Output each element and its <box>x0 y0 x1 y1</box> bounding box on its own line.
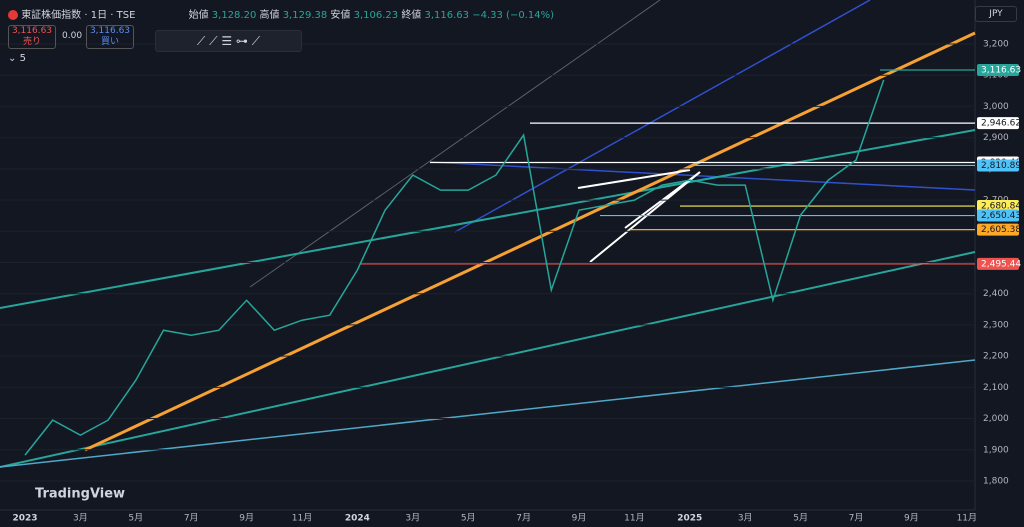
level-label: 2,946.62 <box>981 119 1021 129</box>
price-line <box>24 79 885 456</box>
x-tick-label: 9月 <box>239 513 254 524</box>
y-tick-label: 2,900 <box>983 133 1009 143</box>
x-tick-label: 3月 <box>738 513 753 524</box>
level-label: 2,680.84 <box>981 202 1021 212</box>
open: 3,128.20 <box>211 10 257 21</box>
level-tag <box>977 223 1019 236</box>
level-tag <box>977 209 1019 222</box>
trendline <box>84 31 976 452</box>
x-tick-label: 11月 <box>624 513 644 524</box>
level-label: 2,810.89 <box>981 161 1021 171</box>
level-label: 3,116.63 <box>981 66 1021 76</box>
level-tag <box>977 64 1019 77</box>
buy-price: 3,116.63 <box>89 26 131 36</box>
symbol: 東証株価指数 · 1日 · TSE <box>21 10 136 21</box>
x-tick-label: 11月 <box>957 513 977 524</box>
level-tag <box>977 117 1019 130</box>
spread: 0.00 <box>62 31 83 41</box>
close-label: 終値 <box>401 10 422 21</box>
open-label: 始値 <box>188 10 209 21</box>
sell-price: 3,116.63 <box>11 26 53 36</box>
buy-button[interactable]: 3,116.63 買い <box>86 25 134 49</box>
sell-button[interactable]: 3,116.63 売り <box>8 25 56 49</box>
indicators-count: 5 <box>19 53 26 64</box>
trendline <box>577 169 691 189</box>
trendline <box>0 251 976 468</box>
x-tick-label: 5月 <box>461 513 476 524</box>
level-tag <box>977 257 1019 270</box>
x-tick-label: 7月 <box>516 513 531 524</box>
level-label: 2,605.38 <box>981 225 1021 235</box>
x-tick-label: 9月 <box>572 513 587 524</box>
trendline <box>249 0 661 288</box>
x-tick-label: 5月 <box>793 513 808 524</box>
trendline <box>429 161 976 191</box>
level-label: 2,650.43 <box>981 211 1021 221</box>
x-tick-label: 7月 <box>184 513 199 524</box>
trendlines <box>0 0 976 468</box>
buy: 買い <box>100 37 119 47</box>
y-tick-label: 2,100 <box>983 383 1009 393</box>
y-tick-label: 3,000 <box>983 102 1009 112</box>
x-tick-label: 2025 <box>677 514 702 524</box>
x-tick-label: 9月 <box>904 513 919 524</box>
y-tick-label: 2,000 <box>983 414 1009 424</box>
x-tick-label: 5月 <box>128 513 143 524</box>
indicators-toggle[interactable]: ⌄ 5 <box>8 53 26 64</box>
x-tick-label: 7月 <box>849 513 864 524</box>
y-tick-label: 2,300 <box>983 320 1009 330</box>
y-tick-label: 1,800 <box>983 476 1009 486</box>
drawing-toolbar[interactable]: ⟋ ⟋ ☰ ⊶ ⟋ <box>155 30 302 52</box>
x-tick-label: 11月 <box>292 513 312 524</box>
trendline <box>0 129 976 309</box>
trendline <box>454 0 871 233</box>
x-tick-label: 3月 <box>405 513 420 524</box>
level-tag <box>977 159 1019 172</box>
y-tick-label: 2,400 <box>983 289 1009 299</box>
y-tick-label: 1,900 <box>983 445 1009 455</box>
low: 3,106.23 <box>353 10 399 21</box>
symbol-bar: 東証株価指数 · 1日 · TSE 始値 3,128.20 高値 3,129.3… <box>8 6 554 21</box>
x-tick-label: 3月 <box>73 513 88 524</box>
y-tick-label: 3,200 <box>983 40 1009 50</box>
level-label: 2,495.44 <box>981 259 1021 269</box>
x-tick-label: 2023 <box>12 514 37 524</box>
y-tick-label: 2,200 <box>983 352 1009 362</box>
sell: 売り <box>22 37 41 47</box>
high-label: 高値 <box>259 10 280 21</box>
level-tag <box>977 200 1019 213</box>
x-tick-label: 2024 <box>345 514 370 524</box>
change: −4.33 (−0.14%) <box>472 10 554 21</box>
brand: TradingView <box>35 487 125 502</box>
currency[interactable]: JPY <box>975 6 1017 22</box>
high: 3,129.38 <box>282 10 328 21</box>
trendline <box>0 359 976 468</box>
low-label: 安値 <box>330 10 351 21</box>
trendline <box>589 171 701 263</box>
close: 3,116.63 <box>424 10 470 21</box>
symbol-icon <box>8 10 18 20</box>
